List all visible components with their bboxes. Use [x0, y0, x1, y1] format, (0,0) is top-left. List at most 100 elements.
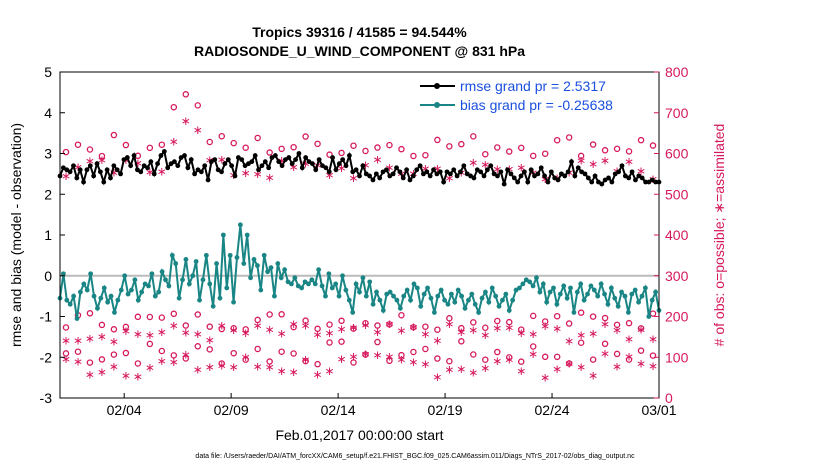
- obs-assimilated-marker: ∗: [588, 368, 598, 382]
- obs-assimilated-marker: ∗: [480, 328, 490, 342]
- x-tick-label: 03/01: [641, 402, 676, 418]
- rmse-point: [279, 163, 285, 169]
- obs-assimilated-marker: ∗: [85, 154, 95, 168]
- rmse-point: [417, 163, 423, 169]
- obs-possible-marker: [470, 351, 477, 358]
- y-tick-label: 5: [44, 64, 52, 80]
- obs-assimilated-marker: ∗: [564, 334, 574, 348]
- rmse-point: [111, 163, 117, 169]
- obs-possible-marker: [350, 325, 357, 332]
- bias-point: [166, 283, 172, 289]
- obs-assimilated-marker: ∗: [348, 350, 358, 364]
- bias-point: [561, 283, 567, 289]
- rmse-point: [148, 159, 154, 165]
- obs-assimilated-marker: ∗: [169, 355, 179, 369]
- obs-possible-marker: [194, 311, 202, 318]
- obs-possible-marker: [314, 360, 321, 368]
- obs-possible-marker: [362, 351, 369, 358]
- rmse-point: [198, 169, 204, 175]
- rmse-point: [128, 163, 134, 169]
- rmse-point: [404, 167, 410, 173]
- x-tick-label: 02/04: [107, 402, 142, 418]
- obs-assimilated-marker: ∗: [528, 347, 538, 361]
- bias-point: [574, 289, 580, 295]
- x-tick-label: 02/19: [428, 402, 463, 418]
- bias-point: [534, 275, 539, 281]
- bias-point: [421, 291, 427, 297]
- rmse-point: [542, 173, 547, 179]
- obs-possible-marker: [290, 350, 297, 357]
- obs-possible-marker: [110, 351, 118, 358]
- obs-possible-marker: [194, 343, 202, 350]
- bias-point: [357, 289, 362, 295]
- y-tick-label: 1: [44, 227, 52, 243]
- bias-point: [564, 295, 570, 301]
- obs-possible-marker: [86, 359, 94, 366]
- obs-possible-marker: [206, 346, 213, 353]
- rmse-point: [461, 163, 467, 169]
- rmse-point: [316, 157, 322, 163]
- obs-possible-marker: [613, 321, 621, 329]
- obs-assimilated-marker: ∗: [636, 164, 646, 178]
- bias-point: [510, 297, 516, 303]
- obs-assimilated-marker: ∗: [97, 365, 107, 379]
- obs-assimilated-marker: ∗: [360, 158, 370, 172]
- bias-point: [363, 293, 369, 299]
- obs-possible-marker: [398, 311, 405, 319]
- obs-possible-marker: [74, 348, 82, 355]
- obs-assimilated-marker: ∗: [384, 160, 394, 174]
- bias-point: [139, 289, 145, 295]
- rmse-point: [108, 175, 113, 181]
- bias-point: [462, 305, 468, 311]
- obs-assimilated-marker: ∗: [480, 361, 490, 375]
- y-tick-label: 4: [44, 105, 52, 121]
- rmse-point: [447, 171, 453, 177]
- obs-assimilated-marker: ∗: [444, 317, 454, 331]
- obs-assimilated-marker: ∗: [109, 165, 119, 179]
- bias-point: [459, 293, 465, 299]
- obs-possible-marker: [62, 148, 70, 156]
- bias-point: [629, 291, 635, 297]
- obs-possible-marker: [601, 340, 609, 348]
- obs-assimilated-marker: ∗: [552, 322, 562, 336]
- bias-point: [336, 293, 342, 299]
- rmse-point: [97, 169, 103, 175]
- obs-possible-marker: [613, 350, 621, 358]
- rmse-point: [653, 179, 659, 185]
- rmse-point: [259, 163, 265, 169]
- bias-point: [636, 299, 641, 305]
- obs-assimilated-marker: ∗: [528, 327, 538, 341]
- bias-point: [190, 273, 196, 279]
- rmse-point: [303, 155, 309, 160]
- bias-point: [411, 281, 417, 287]
- bias-point: [272, 293, 277, 299]
- obs-assimilated-marker: ∗: [205, 333, 215, 347]
- bias-point: [639, 293, 645, 299]
- rmse-point: [161, 149, 167, 154]
- obs-possible-marker: [350, 359, 357, 366]
- obs-assimilated-marker: ∗: [552, 362, 562, 376]
- rmse-point: [222, 161, 228, 167]
- rmse-point: [633, 177, 638, 183]
- rmse-point: [172, 159, 177, 165]
- obs-possible-marker: [62, 324, 70, 331]
- obs-assimilated-marker: ∗: [109, 360, 119, 374]
- rmse-point: [437, 169, 443, 175]
- obs-possible-marker: [374, 338, 381, 346]
- obs-assimilated-marker: ∗: [348, 171, 358, 185]
- obs-possible-marker: [386, 321, 393, 328]
- obs-possible-marker: [254, 316, 261, 324]
- obs-possible-marker: [278, 145, 285, 153]
- bias-point: [360, 275, 366, 281]
- bias-point: [282, 267, 288, 273]
- obs-assimilated-marker: ∗: [277, 327, 287, 341]
- rmse-point: [131, 153, 137, 158]
- obs-possible-marker: [194, 102, 202, 109]
- obs-possible-marker: [446, 143, 453, 150]
- obs-possible-marker: [494, 348, 501, 356]
- obs-possible-marker: [577, 339, 585, 347]
- obs-assimilated-marker: ∗: [157, 325, 167, 339]
- bias-point: [605, 301, 611, 307]
- obs-assimilated-marker: ∗: [241, 326, 251, 340]
- rmse-point: [400, 175, 406, 181]
